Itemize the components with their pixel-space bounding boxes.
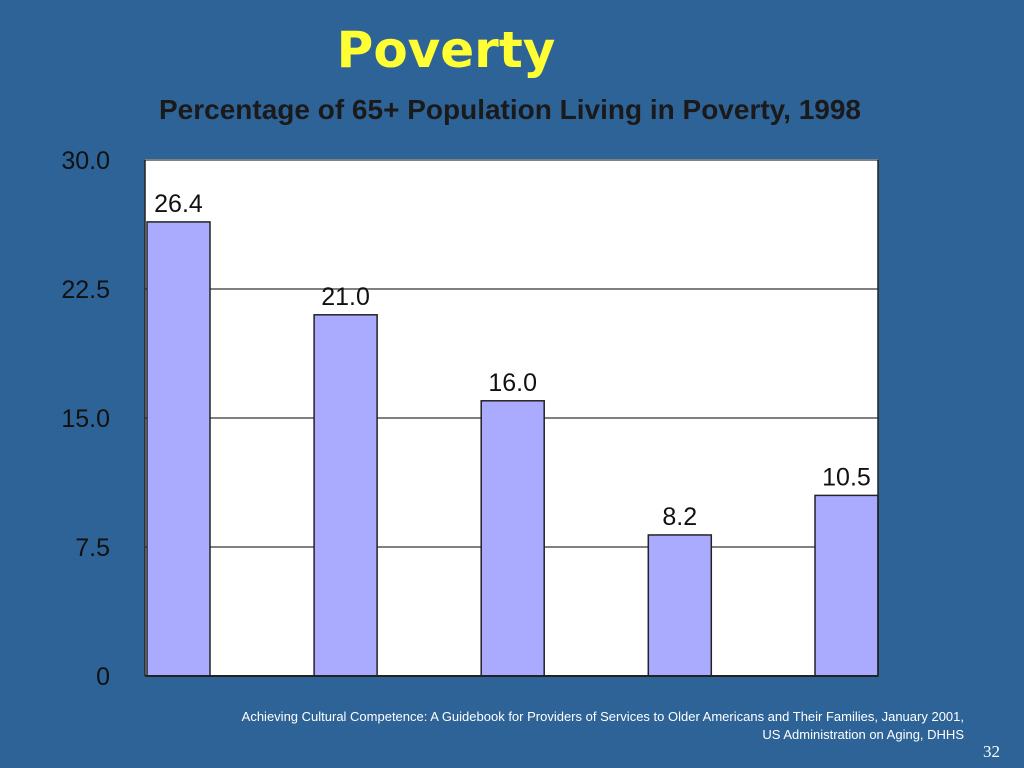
slide-title: Poverty: [336, 21, 556, 79]
page-number: 32: [983, 742, 1000, 761]
bar-value-label: 26.4: [154, 190, 203, 218]
bars: [146, 221, 879, 677]
data-labels: 26.4 21.0 16.0 8.2 10.5: [154, 190, 871, 531]
y-tick-label: 22.5: [61, 276, 110, 304]
bar-value-label: 21.0: [321, 283, 370, 311]
bar: [647, 534, 713, 677]
bar: [480, 400, 545, 677]
y-tick-label: 0: [96, 663, 110, 691]
bar-value-label: 10.5: [822, 463, 871, 491]
source-line-2: US Administration on Aging, DHHS: [762, 727, 964, 742]
bar-value-label: 8.2: [662, 503, 697, 531]
bar-value-label: 16.0: [488, 369, 537, 397]
chart-title: Percentage of 65+ Population Living in P…: [158, 94, 862, 125]
y-tick-label: 30.0: [61, 147, 110, 175]
gridlines: [145, 159, 878, 548]
bar: [313, 314, 378, 677]
y-tick-label: 7.5: [75, 534, 110, 562]
y-axis-tick-labels: 0 7.5 15.0 22.5 30.0: [61, 147, 110, 691]
bar: [814, 494, 879, 677]
bar: [146, 221, 211, 677]
source-citation: Achieving Cultural Competence: A Guidebo…: [242, 708, 964, 744]
y-tick-label: 15.0: [61, 405, 110, 433]
source-line-1: Achieving Cultural Competence: A Guidebo…: [241, 709, 964, 724]
